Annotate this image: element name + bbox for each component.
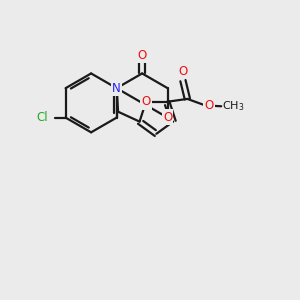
Text: O: O — [137, 49, 147, 62]
Text: O: O — [178, 65, 188, 78]
Text: O: O — [204, 100, 213, 112]
Text: O: O — [141, 95, 151, 108]
Text: N: N — [112, 82, 121, 95]
Text: CH$_3$: CH$_3$ — [222, 99, 245, 113]
Text: Cl: Cl — [36, 111, 48, 124]
Text: O: O — [163, 110, 172, 124]
